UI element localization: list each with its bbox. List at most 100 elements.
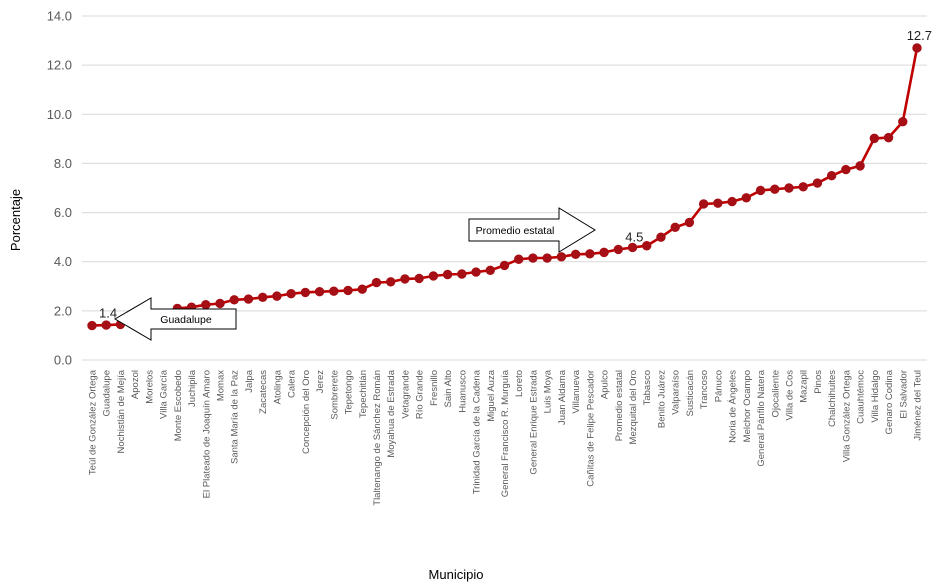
x-tick-label: General Francisco R. Murguía: [500, 369, 511, 497]
annotation-label: Promedio estatal: [476, 225, 555, 237]
point-tepetongo: [343, 285, 353, 296]
point-pinos: [812, 178, 823, 188]
point-melchor-ocampo: [741, 193, 752, 203]
x-tick-label: Concepción del Oro: [301, 370, 312, 454]
point-vetagrande: [400, 274, 410, 284]
x-tick-label: Momax: [216, 370, 227, 401]
point-guadalupe: [101, 320, 111, 330]
data-label-promedio-estatal: 4.5: [625, 229, 643, 244]
point-tepechitlan: [357, 284, 367, 294]
x-tick-label: Apulco: [600, 370, 611, 399]
y-axis-title: Porcentaje: [8, 189, 23, 251]
x-tick-label: Tepechitlán: [358, 370, 369, 418]
point-concepcion-del-oro: [300, 287, 311, 298]
data-labels: 1.4 4.5 12.7: [99, 28, 932, 321]
point-el-salvador: [898, 116, 908, 127]
x-tick-label: Vetagrande: [400, 370, 411, 419]
x-tick-label: El Plateado de Joaquín Amaro: [201, 370, 212, 498]
x-tick-label: Villa de Cos: [785, 370, 796, 421]
annotation-arrow-shape: [114, 297, 237, 341]
x-tick-label: Pánuco: [713, 370, 724, 402]
x-tick-label: Pinos: [813, 370, 824, 394]
x-tick-label: Villanueva: [571, 369, 582, 413]
x-tick-label: Jalpa: [244, 369, 255, 392]
x-tick-label: Tlaltenango de Sánchez Román: [372, 370, 383, 506]
point-teul-de-gonzalez-ortega: [87, 320, 97, 331]
x-tick-label: Fresnillo: [429, 370, 440, 406]
x-tick-label: General Enrique Estrada: [528, 369, 539, 474]
point-chalchihuites: [826, 171, 837, 181]
data-label-jimenez-del-teul: 12.7: [907, 28, 932, 43]
point-tlaltenango-de-sanchez-roman: [371, 277, 382, 288]
y-tick-label: 6.0: [54, 205, 72, 220]
x-tick-label: El Salvador: [898, 370, 909, 419]
point-general-panfilo-natera: [755, 185, 766, 196]
point-momax: [215, 298, 225, 309]
point-villa-gonzalez-ortega: [841, 164, 851, 175]
point-moyahua-de-estrada: [386, 277, 396, 287]
point-el-plateado-de-joaquin-amaro: [201, 300, 211, 310]
x-tick-label: Juan Aldama: [557, 369, 568, 425]
point-sain-alto: [442, 269, 453, 280]
annotation-label: Guadalupe: [160, 314, 212, 326]
point-canitas-de-felipe-pescador: [585, 249, 595, 259]
x-tick-label: Tepetongo: [344, 370, 355, 414]
x-tick-label: Benito Juárez: [657, 370, 668, 428]
y-tick-label: 0.0: [54, 353, 72, 368]
x-tick-label: Villa González Ortega: [841, 369, 852, 462]
point-juan-aldama: [556, 252, 567, 262]
point-villanueva: [570, 249, 581, 260]
point-benito-juarez: [656, 232, 666, 242]
point-jalpa: [243, 294, 254, 304]
point-general-francisco-r-murguia: [499, 260, 510, 271]
data-label-teul-de-gonzalez-ortega: 1.4: [99, 306, 117, 321]
x-tick-label: Sombrerete: [329, 370, 340, 420]
x-tick-label: Guadalupe: [102, 370, 113, 416]
x-tick-label: Cañitas de Felipe Pescador: [585, 370, 596, 487]
annotation-arrow-shape: [468, 207, 596, 253]
point-mezquital-del-oro: [627, 242, 638, 253]
point-trinidad-garcia-de-la-cadena: [471, 267, 481, 277]
y-tick-label: 2.0: [54, 303, 72, 318]
x-tick-label: Moyahua de Estrada: [386, 369, 397, 457]
x-tick-label: Apozol: [130, 370, 141, 399]
y-tick-label: 10.0: [47, 107, 72, 122]
point-jerez: [314, 286, 325, 297]
x-tick-label: Jerez: [315, 370, 326, 393]
point-huanusco: [457, 269, 467, 279]
point-santa-maria-de-la-paz: [229, 295, 239, 305]
x-tick-label: Juchipila: [187, 369, 198, 407]
x-tick-label: Teúl de González Ortega: [88, 369, 99, 475]
annotation-arrow-guadalupe: Guadalupe: [114, 297, 237, 341]
point-ojocaliente: [770, 184, 780, 194]
point-zacatecas: [257, 292, 268, 303]
y-axis-ticks: 0.0 2.0 4.0 6.0 8.0 10.0 12.0 14.0: [47, 9, 72, 368]
point-luis-moya: [542, 253, 552, 263]
x-tick-label: Cuauhtémoc: [856, 370, 867, 424]
point-mazapil: [798, 182, 808, 192]
point-rio-grande: [414, 273, 424, 284]
point-fresnillo: [428, 271, 439, 281]
point-villa-de-cos: [784, 183, 794, 193]
x-tick-label: Tabasco: [642, 370, 653, 405]
point-loreto: [514, 254, 524, 264]
point-miguel-auza: [485, 265, 495, 276]
x-tick-label: Loreto: [514, 370, 525, 397]
x-tick-label: Zacatecas: [258, 370, 269, 414]
point-genaro-codina: [883, 132, 894, 143]
point-jimenez-del-teul: [912, 43, 922, 53]
x-tick-label: Jiménez del Teul: [913, 370, 924, 441]
x-tick-label: Morelos: [144, 370, 155, 404]
point-villa-hidalgo: [869, 133, 880, 144]
annotations: Promedio estatal Guadalupe: [114, 207, 596, 341]
point-trancoso: [698, 199, 709, 209]
point-susticacan: [684, 217, 695, 228]
point-promedio-estatal: [613, 244, 623, 255]
x-tick-label: Río Grande: [415, 370, 426, 419]
x-tick-label: Genaro Codina: [884, 369, 895, 434]
x-tick-label: Villa García: [159, 369, 170, 419]
point-valparaiso: [670, 222, 680, 233]
x-tick-label: Ojocaliente: [770, 370, 781, 418]
x-tick-label: Atolinga: [272, 369, 283, 404]
